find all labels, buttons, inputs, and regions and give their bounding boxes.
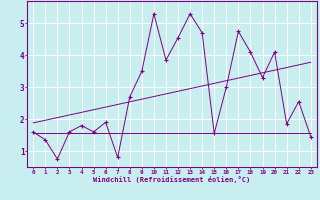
X-axis label: Windchill (Refroidissement éolien,°C): Windchill (Refroidissement éolien,°C) (93, 176, 251, 183)
